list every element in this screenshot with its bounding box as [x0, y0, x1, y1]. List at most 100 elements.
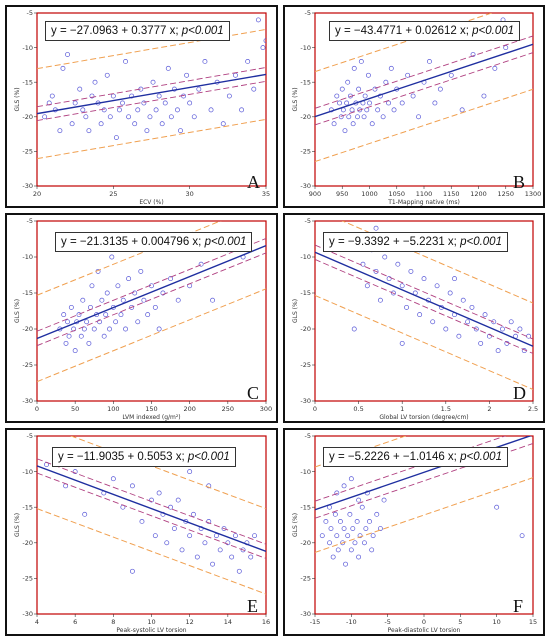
equation-f-text: y = −5.2226 + −1.0146 x; [329, 451, 461, 463]
prediction-lower-line [37, 508, 266, 595]
data-point [345, 79, 351, 85]
data-point [354, 518, 360, 524]
data-point [221, 526, 227, 532]
x-tick-label: 200 [183, 405, 195, 413]
data-point [382, 254, 388, 260]
panel-letter-f: F [513, 596, 524, 616]
data-point [77, 86, 83, 92]
data-point [126, 276, 132, 282]
data-point [135, 319, 141, 325]
data-point [356, 86, 362, 92]
data-point [350, 526, 356, 532]
data-point [365, 72, 371, 78]
data-point [61, 312, 67, 318]
data-point [208, 107, 214, 113]
data-point [42, 114, 48, 120]
data-point [327, 540, 332, 546]
data-point [135, 107, 141, 113]
data-point [183, 518, 189, 524]
data-point [369, 547, 375, 553]
x-tick-label: 1100 [416, 190, 433, 198]
data-point [341, 483, 347, 489]
data-point [465, 319, 471, 325]
data-point [156, 490, 162, 496]
data-point [348, 476, 354, 482]
data-point [78, 333, 84, 339]
data-point [473, 326, 479, 332]
pvalue-f: p<0.001 [460, 451, 502, 463]
y-tick-label: -30 [22, 182, 33, 190]
equation-d: y = −9.3392 + −5.2231 x; p<0.001 [323, 232, 508, 252]
y-tick-label: -15 [22, 78, 33, 86]
y-axis-label-e: GLS (%) [14, 513, 21, 537]
ci-upper-line [315, 244, 533, 340]
data-point [503, 45, 509, 51]
data-point [240, 547, 246, 553]
prediction-lower-line [315, 294, 533, 390]
data-point [426, 58, 432, 64]
data-point [263, 38, 266, 44]
data-point [357, 533, 363, 539]
data-point [348, 547, 354, 553]
data-point [104, 72, 110, 78]
x-tick-label: 0 [422, 618, 426, 626]
plot-area-b [315, 13, 533, 163]
data-point [340, 540, 346, 546]
equation-c-text: y = −21.3135 + 0.004796 x; [61, 236, 205, 248]
x-tick-label: 950 [336, 190, 348, 198]
data-point [103, 312, 109, 318]
data-point [364, 283, 370, 289]
equation-f: y = −5.2226 + −1.0146 x; p<0.001 [323, 447, 508, 467]
y-tick-label: -20 [300, 113, 311, 121]
data-point [416, 114, 421, 120]
x-tick-label: 1150 [443, 190, 460, 198]
data-point [49, 93, 55, 99]
data-point [351, 65, 357, 71]
x-tick-label: 15 [529, 618, 537, 626]
y-tick-label: -15 [22, 503, 33, 511]
data-point [404, 304, 410, 310]
data-point [492, 65, 498, 71]
x-tick-label: -10 [346, 618, 357, 626]
y-tick-label: -5 [305, 9, 311, 17]
data-point [115, 283, 121, 289]
data-point [362, 93, 368, 99]
data-point [337, 518, 343, 524]
data-point [141, 297, 147, 303]
ci-lower-line [37, 80, 266, 121]
data-point [184, 72, 190, 78]
data-point [113, 135, 119, 141]
x-tick-label: 300 [260, 405, 272, 413]
data-point [165, 65, 171, 71]
data-point [168, 114, 174, 120]
data-point [164, 540, 170, 546]
data-point [113, 319, 119, 325]
panel-letter-a: A [247, 172, 260, 192]
data-point [405, 72, 411, 78]
data-point [343, 561, 348, 567]
data-point [482, 312, 488, 318]
data-point [132, 121, 138, 127]
data-point [478, 340, 484, 346]
data-point [369, 121, 375, 127]
x-tick-label: 12 [186, 618, 194, 626]
x-axis-label-a: ECV (%) [139, 199, 163, 206]
data-point [410, 93, 416, 99]
data-point [443, 326, 449, 332]
ci-lower-line [37, 252, 266, 347]
data-point [341, 526, 347, 532]
data-point [251, 86, 257, 92]
data-point [202, 540, 208, 546]
data-point [361, 114, 367, 120]
data-point [434, 283, 440, 289]
x-tick-label: 1.5 [441, 405, 451, 413]
data-point [363, 526, 369, 532]
y-tick-label: -15 [300, 503, 311, 511]
data-point [171, 526, 177, 532]
y-tick-label: -15 [300, 289, 311, 297]
x-tick-label: 1300 [525, 190, 542, 198]
data-point [226, 93, 232, 99]
y-tick-label: -5 [305, 432, 311, 440]
ci-upper-line [315, 436, 507, 502]
data-point [179, 547, 185, 553]
